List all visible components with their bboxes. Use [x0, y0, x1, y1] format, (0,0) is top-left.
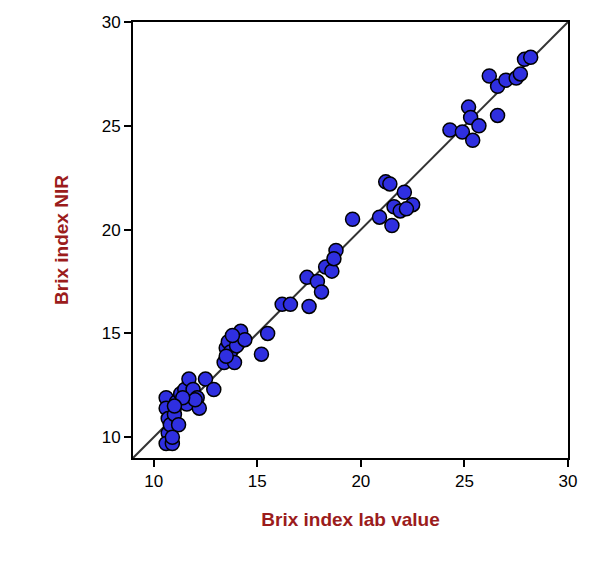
- svg-text:15: 15: [248, 472, 267, 491]
- svg-text:15: 15: [102, 324, 121, 343]
- svg-text:10: 10: [144, 472, 163, 491]
- svg-text:Brix index lab value: Brix index lab value: [261, 509, 439, 530]
- svg-text:25: 25: [455, 472, 474, 491]
- svg-text:20: 20: [351, 472, 370, 491]
- svg-text:Brix index NIR: Brix index NIR: [51, 175, 72, 305]
- svg-text:30: 30: [559, 472, 578, 491]
- svg-text:25: 25: [102, 117, 121, 136]
- svg-text:10: 10: [102, 428, 121, 447]
- svg-text:30: 30: [102, 13, 121, 32]
- svg-text:20: 20: [102, 221, 121, 240]
